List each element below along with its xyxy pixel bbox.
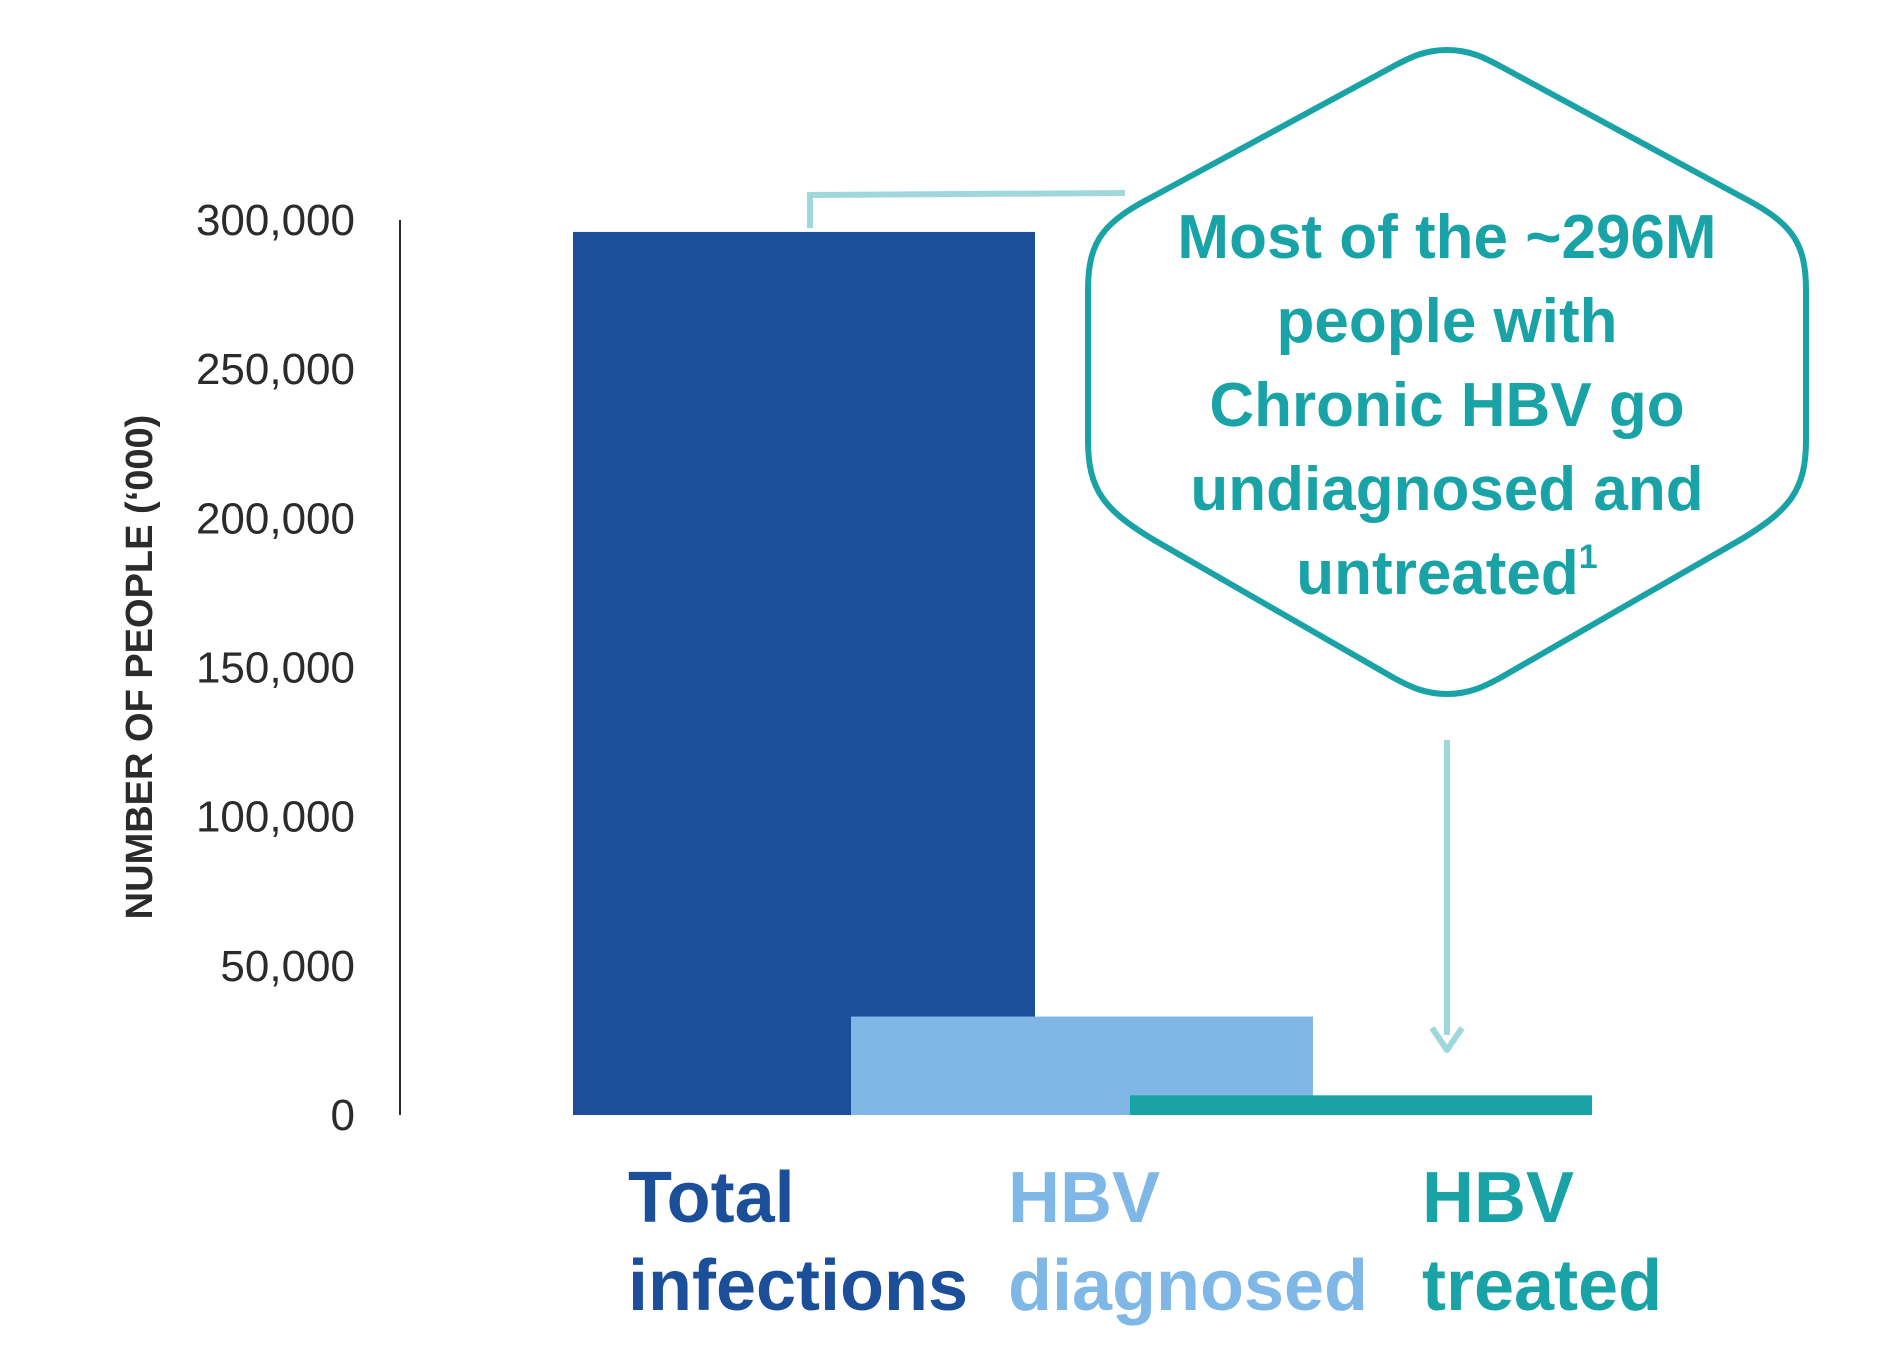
callout-text-line: undiagnosed and (1190, 455, 1703, 524)
callout-text-line: Chronic HBV go (1209, 371, 1684, 440)
y-tick-label: 150,000 (196, 644, 355, 693)
y-tick-label: 250,000 (196, 345, 355, 394)
callout-text: Most of the ~296M people with Chronic HBV … (1177, 203, 1716, 608)
y-tick-label: 200,000 (196, 494, 355, 543)
category-label-line1: HBV (1008, 1158, 1160, 1238)
callout-text-line: people with (1277, 287, 1618, 356)
y-tick-label: 300,000 (196, 196, 355, 245)
category-label-line1: Total (628, 1158, 795, 1238)
connector-arrowhead (1429, 1026, 1465, 1053)
y-axis-label: NUMBER OF PEOPLE (‘000) (119, 415, 161, 920)
category-label-line2: treated (1422, 1246, 1662, 1326)
callout-footnote-marker: 1 (1579, 538, 1598, 576)
category-label-line1: HBV (1422, 1158, 1574, 1238)
bars (573, 231, 1592, 1115)
y-tick-label: 100,000 (196, 793, 355, 842)
bar-infections (573, 231, 1035, 1115)
category-label-line2: infections (628, 1246, 968, 1326)
callout-hexagon (1085, 47, 1809, 697)
y-tick-label: 0 (331, 1091, 355, 1140)
callout-bubble: Most of the ~296M people with Chronic HBV … (1085, 47, 1809, 697)
bar-treated (1130, 1095, 1592, 1115)
callout-text-line: untreated1 (1296, 538, 1597, 608)
connector-line-top (807, 190, 1126, 228)
category-label-line2: diagnosed (1008, 1246, 1368, 1326)
y-tick-label: 50,000 (220, 942, 355, 991)
y-axis-ticks: 0 50,000 100,000 150,000 200,000 250,000 300,0… (196, 196, 355, 1140)
callout-connectors (807, 190, 1465, 1053)
callout-text-line: Most of the ~296M (1177, 203, 1716, 272)
